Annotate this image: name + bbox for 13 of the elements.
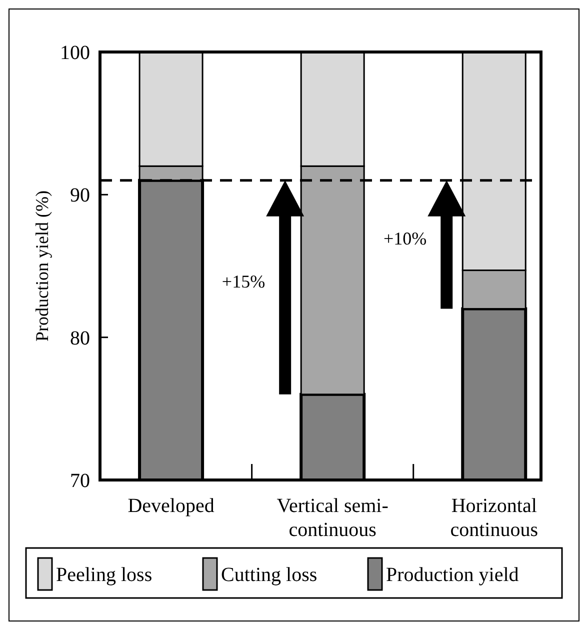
annotation: +15%	[222, 271, 266, 292]
x-tick-label: Vertical semi-continuous	[276, 495, 388, 541]
x-tick-label: Horizontal continuous	[450, 495, 538, 541]
y-tick-label: 70	[70, 470, 90, 492]
legend-label: Cutting loss	[221, 564, 318, 586]
y-tick-label: 80	[70, 327, 90, 350]
y-tick-label: 100	[60, 42, 90, 64]
y-axis-title: Production yield (%)	[32, 190, 52, 342]
x-tick-label: Developed	[128, 495, 214, 517]
legend-label: Peeling loss	[56, 564, 152, 586]
y-tick-label: 90	[70, 184, 90, 207]
legend-label: Production yield	[386, 564, 519, 586]
annotation: +10%	[383, 228, 427, 249]
